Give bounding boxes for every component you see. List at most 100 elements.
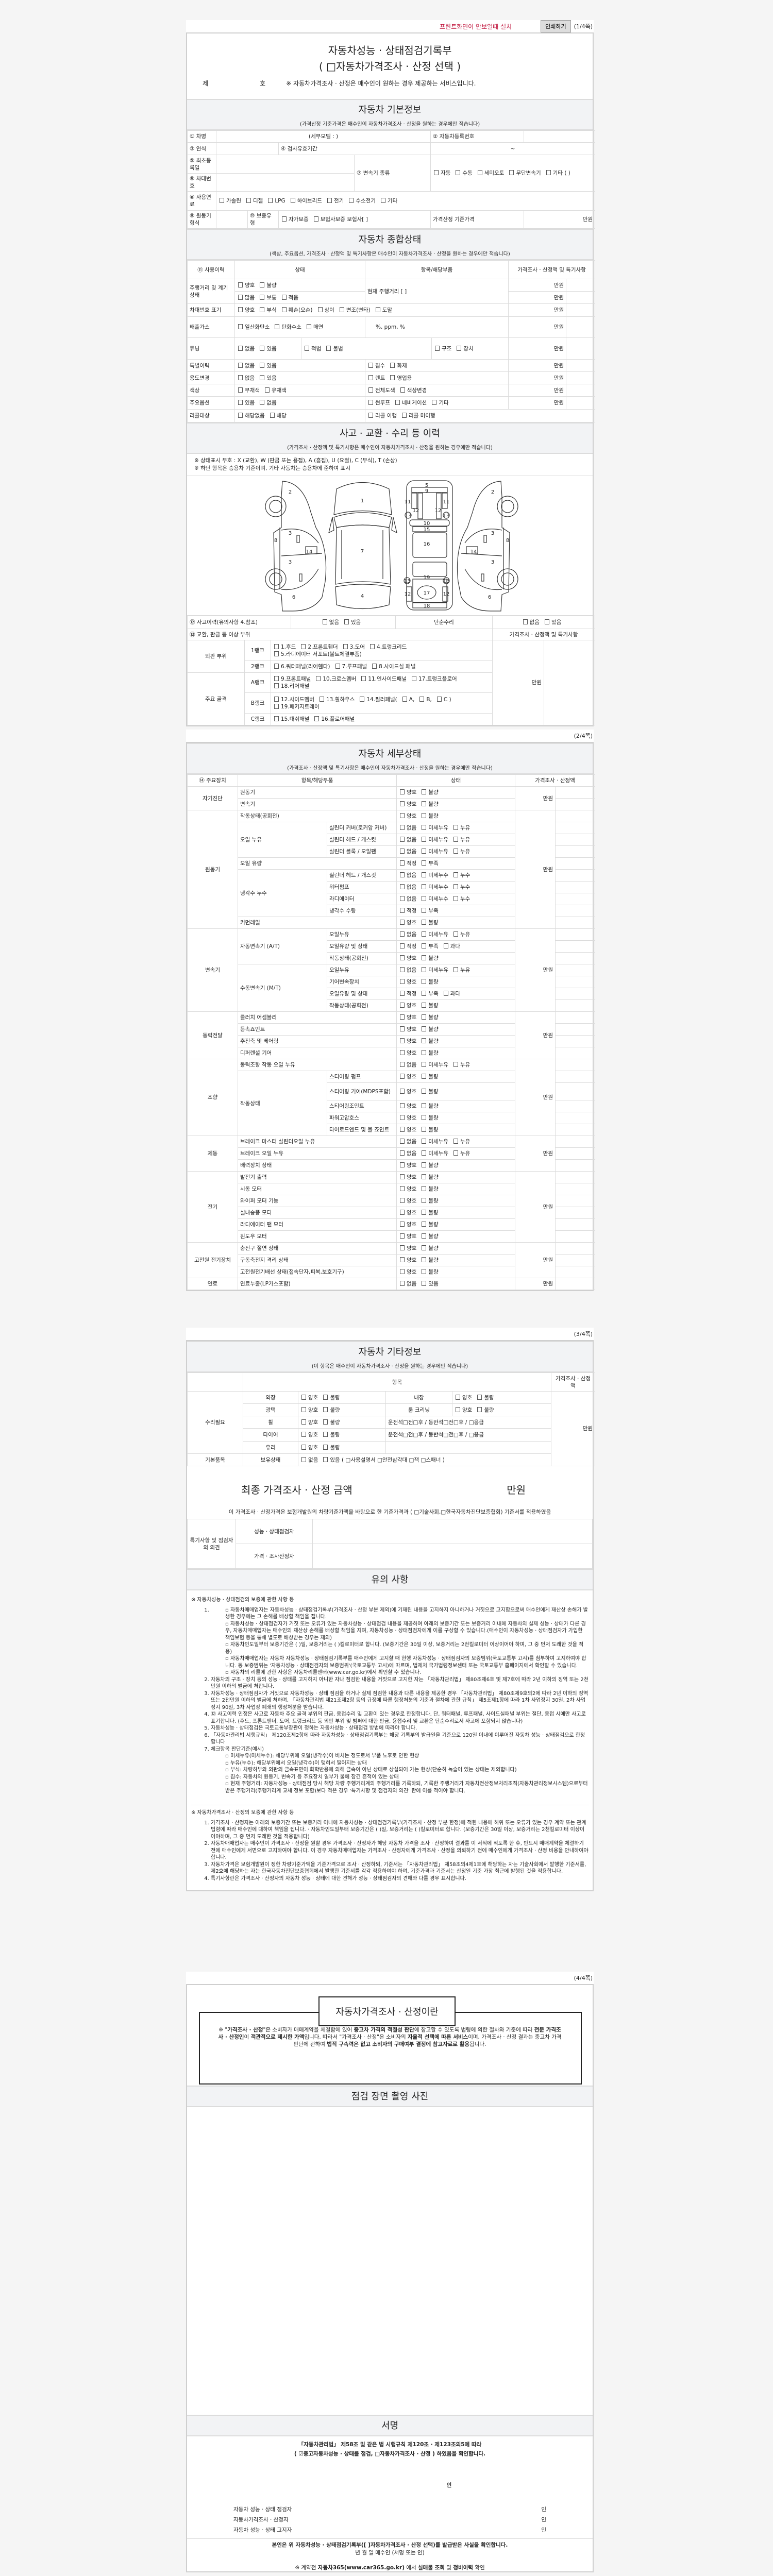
checkbox[interactable] bbox=[456, 1394, 460, 1400]
checkbox[interactable] bbox=[400, 1257, 405, 1262]
checkbox[interactable] bbox=[422, 967, 427, 972]
checkbox[interactable] bbox=[368, 413, 374, 418]
option[interactable]: 양호 bbox=[300, 1394, 318, 1401]
option[interactable]: 해당없음 bbox=[237, 412, 265, 419]
price-field[interactable]: 만원 bbox=[515, 1136, 556, 1172]
option[interactable]: 불량 bbox=[421, 1002, 439, 1009]
checkbox[interactable] bbox=[400, 860, 405, 866]
signer-seal[interactable]: 인 bbox=[541, 2506, 546, 2513]
option[interactable]: 있음 bbox=[259, 375, 277, 382]
option[interactable]: 불량 bbox=[421, 1162, 439, 1169]
checkbox[interactable] bbox=[400, 1150, 405, 1156]
option[interactable]: 적정 bbox=[399, 990, 416, 997]
checkbox[interactable] bbox=[400, 931, 405, 937]
checkbox[interactable] bbox=[344, 619, 349, 624]
note-field[interactable] bbox=[554, 1266, 596, 1278]
checkbox[interactable] bbox=[422, 1210, 427, 1215]
vin-field[interactable] bbox=[216, 173, 355, 192]
option[interactable]: 불량 bbox=[421, 789, 439, 796]
price-field[interactable]: 만원 bbox=[508, 303, 567, 317]
first-reg-field[interactable] bbox=[216, 155, 355, 174]
checkbox[interactable] bbox=[453, 825, 458, 830]
option[interactable]: 부식 bbox=[259, 307, 277, 314]
checkbox[interactable] bbox=[301, 1419, 306, 1425]
checkbox[interactable] bbox=[323, 1444, 328, 1450]
option[interactable]: 세미오토 bbox=[477, 170, 504, 177]
checkbox[interactable] bbox=[390, 375, 395, 380]
checkbox[interactable] bbox=[400, 1186, 405, 1191]
checkbox[interactable] bbox=[400, 896, 405, 901]
option[interactable]: 미세누수 bbox=[421, 895, 448, 903]
option[interactable]: 양호 bbox=[237, 282, 255, 289]
option[interactable]: 없음 bbox=[300, 1456, 318, 1464]
option[interactable]: 양호 bbox=[399, 1174, 416, 1181]
checkbox[interactable] bbox=[260, 400, 265, 405]
note-field[interactable] bbox=[554, 1230, 596, 1243]
option[interactable]: 많음 bbox=[237, 294, 255, 301]
note-field[interactable] bbox=[554, 952, 596, 964]
option[interactable]: 해당 bbox=[269, 412, 287, 419]
option[interactable]: 양호 bbox=[399, 1197, 416, 1205]
note-field[interactable] bbox=[554, 1195, 596, 1207]
option[interactable]: 19.패키지트레이 bbox=[273, 703, 320, 710]
option[interactable]: 양호 bbox=[399, 1049, 416, 1057]
option[interactable]: 10.크로스멤버 bbox=[315, 675, 356, 683]
option[interactable]: 미세누수 bbox=[421, 872, 448, 879]
option[interactable]: 양호 bbox=[399, 1014, 416, 1021]
checkbox[interactable] bbox=[422, 943, 427, 948]
note-field[interactable] bbox=[554, 928, 596, 941]
checkbox[interactable] bbox=[260, 307, 265, 312]
checkbox[interactable] bbox=[281, 307, 287, 312]
note-field[interactable] bbox=[554, 845, 596, 858]
checkbox[interactable] bbox=[422, 789, 427, 794]
option[interactable]: 누수 bbox=[452, 884, 470, 891]
note-field[interactable] bbox=[554, 976, 596, 988]
checkbox[interactable] bbox=[400, 1174, 405, 1179]
checkbox[interactable] bbox=[400, 920, 405, 925]
price-field[interactable]: 만원 bbox=[515, 1171, 556, 1243]
checkbox[interactable] bbox=[419, 696, 425, 702]
option[interactable]: 미세누유 bbox=[421, 1150, 448, 1157]
option[interactable]: 불법 bbox=[325, 345, 343, 352]
checkbox[interactable] bbox=[400, 967, 405, 972]
checkbox[interactable] bbox=[402, 696, 407, 702]
option[interactable]: 네비게이션 bbox=[394, 399, 427, 406]
option[interactable]: 불량 bbox=[421, 955, 439, 962]
option[interactable]: 양호 bbox=[300, 1419, 318, 1426]
checkbox[interactable] bbox=[301, 1456, 306, 1462]
checkbox[interactable] bbox=[422, 1074, 427, 1079]
checkbox[interactable] bbox=[400, 943, 405, 948]
checkbox[interactable] bbox=[360, 696, 365, 702]
option[interactable]: 불량 bbox=[421, 1114, 439, 1122]
checkbox[interactable] bbox=[238, 362, 243, 368]
checkbox[interactable] bbox=[422, 1257, 427, 1262]
option[interactable]: 불량 bbox=[322, 1406, 340, 1414]
option[interactable]: 11.인사이드패널 bbox=[360, 675, 407, 683]
price-field[interactable]: 만원 bbox=[515, 786, 556, 810]
option[interactable]: 일산화탄소 bbox=[237, 324, 270, 331]
checkbox[interactable] bbox=[339, 307, 344, 312]
checkbox[interactable] bbox=[402, 413, 407, 418]
option[interactable]: 색상변경 bbox=[399, 387, 427, 394]
option[interactable]: B, bbox=[418, 696, 432, 703]
checkbox[interactable] bbox=[545, 619, 549, 624]
checkbox[interactable] bbox=[477, 1394, 482, 1400]
option[interactable]: 자동 bbox=[433, 170, 450, 177]
note-field[interactable] bbox=[554, 1047, 596, 1059]
checkbox[interactable] bbox=[400, 1115, 405, 1120]
price-field[interactable]: 만원 bbox=[515, 1059, 556, 1136]
inspector-opinion-field[interactable] bbox=[312, 1519, 593, 1544]
option[interactable]: 무채색 bbox=[237, 387, 260, 394]
option[interactable]: 누유 bbox=[452, 1150, 470, 1157]
checkbox[interactable] bbox=[305, 345, 309, 351]
checkbox[interactable] bbox=[370, 643, 375, 649]
note-field[interactable] bbox=[566, 396, 596, 410]
price-field[interactable]: 만원 bbox=[508, 371, 567, 384]
checkbox[interactable] bbox=[422, 813, 427, 818]
option[interactable]: 16.플로어패널 bbox=[313, 716, 355, 723]
checkbox[interactable] bbox=[400, 825, 405, 830]
price-field[interactable]: 만원 bbox=[515, 928, 556, 1012]
option[interactable]: 있음 bbox=[237, 399, 255, 406]
option[interactable]: 양호 bbox=[399, 1126, 416, 1133]
checkbox[interactable] bbox=[274, 643, 279, 649]
